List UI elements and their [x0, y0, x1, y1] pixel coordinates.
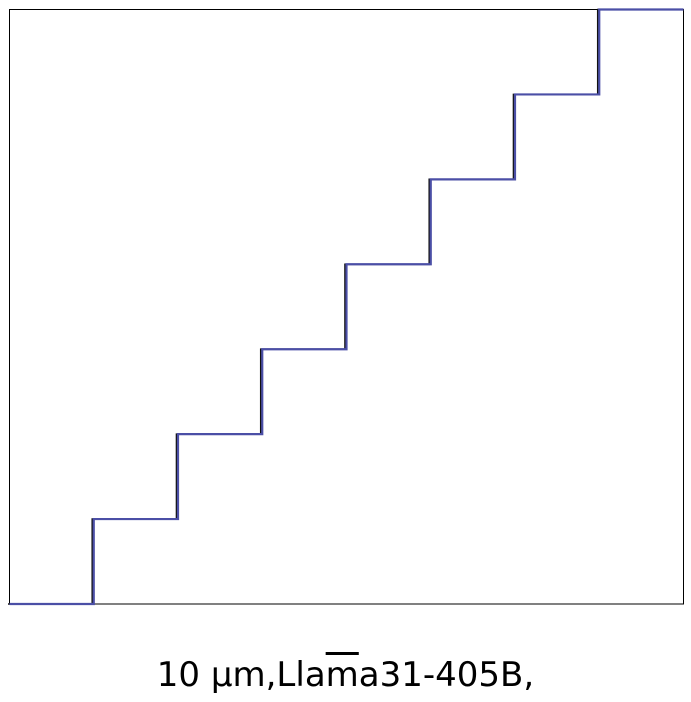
chart-caption: 10 μm,Llama31-405B,: [0, 648, 691, 702]
series-0-step-line: [9, 8, 684, 606]
step-chart: [8, 8, 684, 606]
caption-overlined: m: [325, 655, 359, 695]
series-layer: [8, 8, 684, 606]
caption-prefix: 10 μm,Lla: [156, 655, 326, 695]
caption-suffix: a31-405B,: [358, 655, 535, 695]
